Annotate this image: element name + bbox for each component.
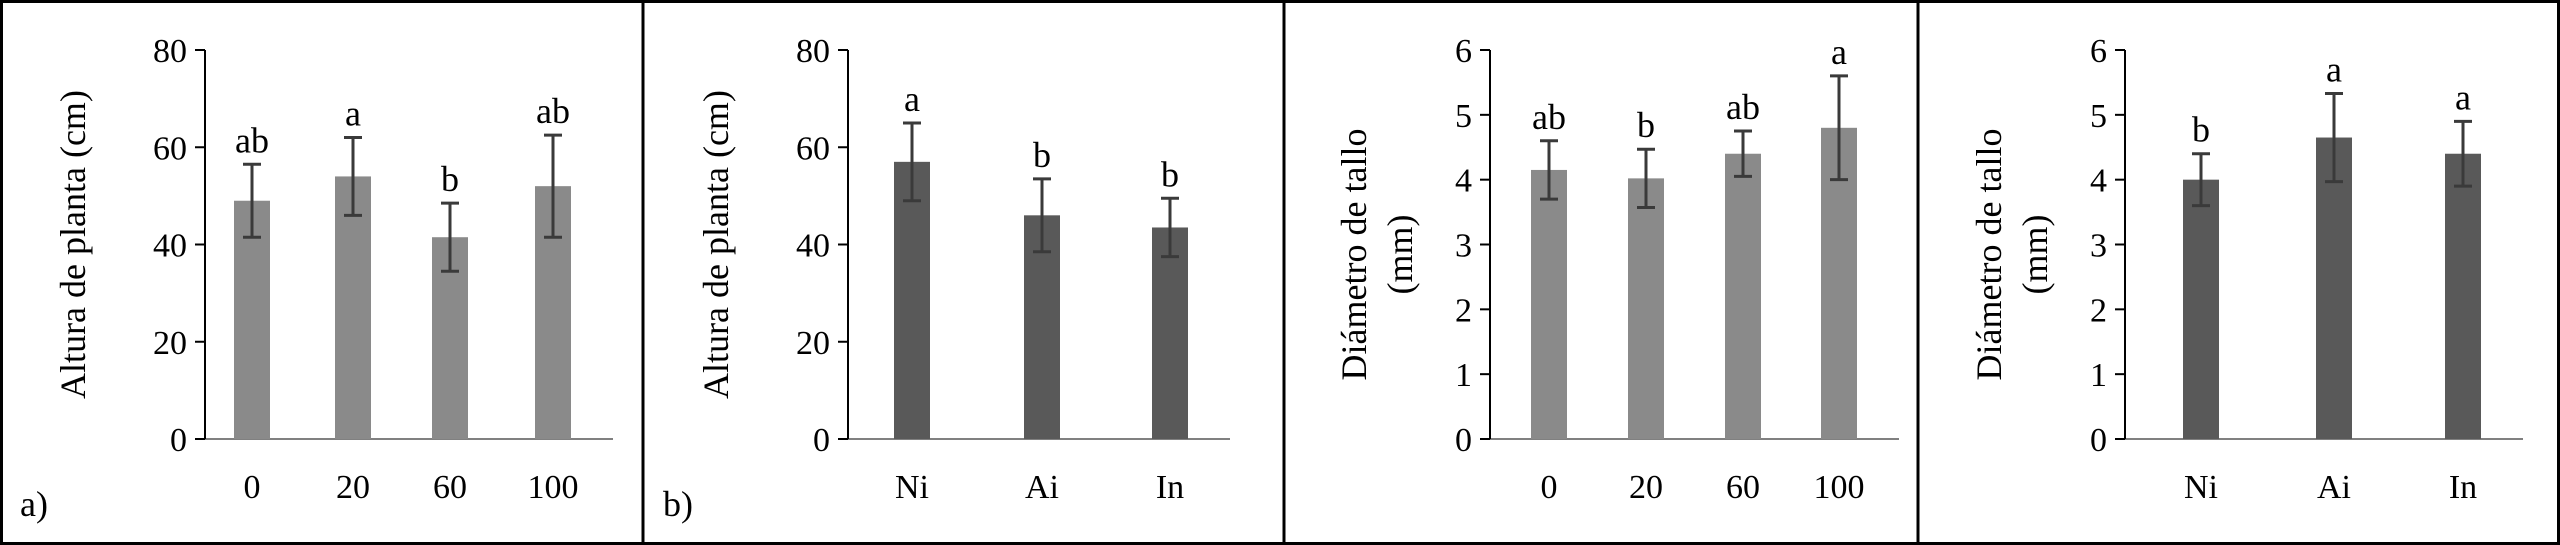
y-tick-label: 40 (796, 228, 830, 265)
x-tick-label: Ai (1025, 469, 1059, 506)
panel-4: 0 1 2 3 4 5 6 Diámetro de tallo (mm) b Ni a Ai a In (1916, 0, 2523, 545)
significance-label: ab (1726, 87, 1760, 127)
y-tick-label: 20 (796, 325, 830, 362)
y-tick-label: 40 (153, 228, 187, 265)
y-tick-label: 6 (1455, 33, 1472, 70)
panel-2: 0 20 40 60 80 Altura de planta (cm) a Ni b Ai b In b… (641, 0, 1230, 545)
x-tick-label: Ni (2184, 469, 2218, 506)
y-tick-label: 0 (2090, 422, 2107, 459)
bar (1628, 178, 1664, 439)
x-tick-label: In (1156, 469, 1184, 506)
y-tick-label: 3 (2090, 228, 2107, 265)
bar (2316, 137, 2352, 439)
bar (2183, 179, 2219, 439)
y-tick-label: 60 (153, 130, 187, 167)
y-tick-label: 2 (2090, 292, 2107, 329)
y-tick-label: 20 (153, 325, 187, 362)
x-tick-label: 100 (1814, 469, 1865, 506)
y-tick-label: 1 (2090, 357, 2107, 394)
significance-label: b (1033, 135, 1051, 175)
x-tick-label: In (2449, 469, 2477, 506)
x-tick-label: 0 (244, 469, 261, 506)
x-tick-label: 60 (1726, 469, 1760, 506)
y-tick-label: 0 (813, 422, 830, 459)
panel-letter: b) (663, 484, 693, 524)
x-tick-label: 20 (1629, 469, 1663, 506)
y-tick-label: 1 (1455, 357, 1472, 394)
significance-label: b (1161, 154, 1179, 194)
y-tick-label: 5 (1455, 98, 1472, 135)
x-tick-label: 60 (433, 469, 467, 506)
bar (335, 176, 371, 440)
y-tick-label: 0 (1455, 422, 1472, 459)
bar (234, 200, 270, 439)
y-tick-label: 60 (796, 130, 830, 167)
y-axis-title: Altura de planta (cm) (53, 90, 93, 399)
significance-label: a (2326, 49, 2342, 89)
significance-label: b (1637, 105, 1655, 145)
y-tick-label: 5 (2090, 98, 2107, 135)
y-tick-label: 80 (153, 33, 187, 70)
y-tick-label: 6 (2090, 33, 2107, 70)
panel-1: 0 20 40 60 80 Altura de planta (cm) ab 0 a 20 b 60 a… (20, 33, 613, 524)
significance-label: a (345, 94, 361, 134)
y-axis-title: Diámetro de tallo (mm) (1969, 129, 2055, 381)
significance-label: a (904, 79, 920, 119)
y-axis-title: Altura de planta (cm) (696, 90, 736, 399)
y-tick-label: 4 (1455, 163, 1472, 200)
bar (1152, 227, 1188, 439)
panel-letter: a) (20, 484, 48, 524)
y-tick-label: 80 (796, 33, 830, 70)
x-tick-label: 0 (1541, 469, 1558, 506)
significance-label: ab (235, 120, 269, 160)
bar (1531, 169, 1567, 440)
x-tick-label: Ni (895, 469, 929, 506)
y-tick-label: 3 (1455, 228, 1472, 265)
panel-3: 0 1 2 3 4 5 6 Diámetro de tallo (mm) ab 0 b 20 ab 60 a 1… (1282, 0, 1899, 545)
bar (2445, 153, 2481, 439)
y-tick-label: 4 (2090, 163, 2107, 200)
significance-label: a (2455, 77, 2471, 117)
y-tick-label: 0 (170, 422, 187, 459)
x-tick-label: Ai (2317, 469, 2351, 506)
bar (1725, 153, 1761, 439)
significance-label: a (1831, 32, 1847, 72)
x-tick-label: 100 (528, 469, 579, 506)
significance-label: b (2192, 110, 2210, 150)
significance-label: b (441, 159, 459, 199)
significance-label: ab (536, 91, 570, 131)
y-tick-label: 2 (1455, 292, 1472, 329)
y-axis-title: Diámetro de tallo (mm) (1334, 129, 1420, 381)
bar (894, 161, 930, 439)
significance-label: ab (1532, 97, 1566, 137)
x-tick-label: 20 (336, 469, 370, 506)
